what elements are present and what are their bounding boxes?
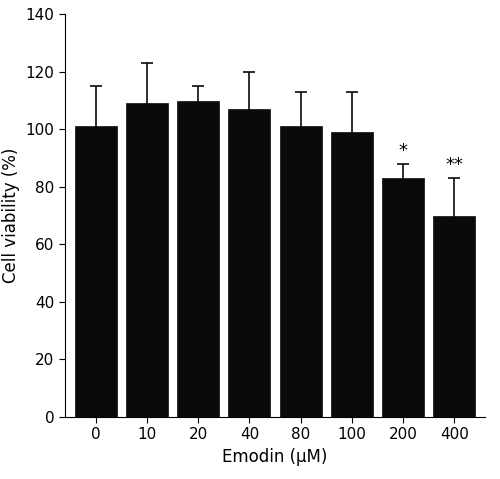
Text: **: **	[446, 156, 464, 174]
Text: *: *	[398, 141, 407, 160]
X-axis label: Emodin (µM): Emodin (µM)	[222, 448, 328, 466]
Y-axis label: Cell viability (%): Cell viability (%)	[2, 148, 20, 283]
Bar	[126, 103, 168, 417]
Bar	[280, 126, 322, 417]
Bar	[228, 109, 270, 417]
Bar	[331, 132, 373, 417]
Bar	[382, 178, 424, 417]
Bar	[74, 126, 116, 417]
Bar	[177, 101, 219, 417]
Bar	[434, 216, 476, 417]
